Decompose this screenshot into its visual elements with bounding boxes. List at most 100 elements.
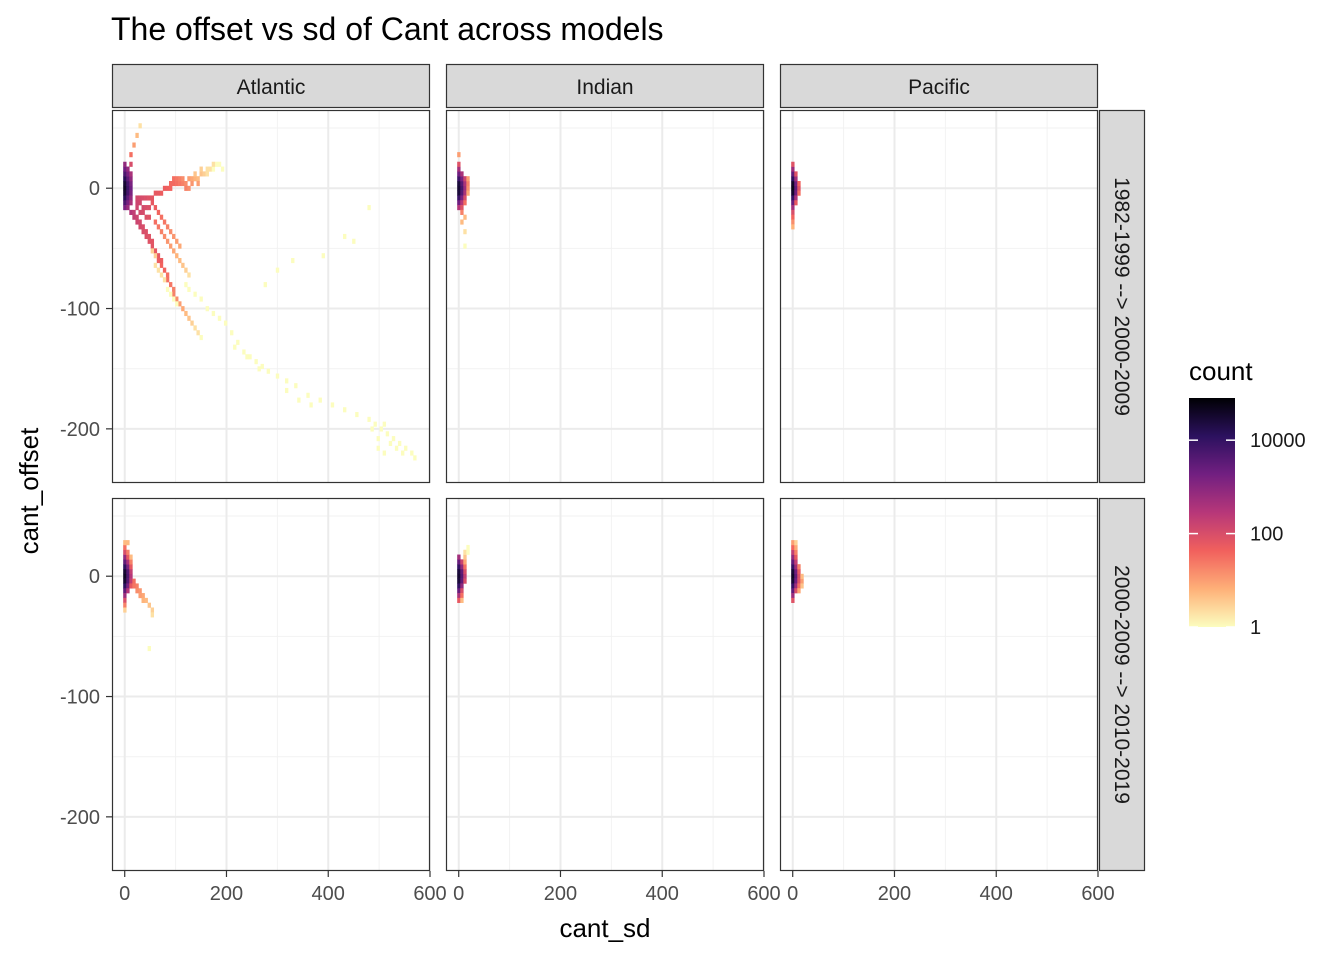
heatmap-cell [168,229,173,235]
heatmap-cell [457,180,461,187]
heatmap-cell [794,564,798,570]
strip-background [1098,497,1146,872]
heatmap-cell [156,190,161,196]
x-tick-label: 600 [1081,883,1114,905]
strip-label: Indian [576,76,633,99]
strip-background [779,63,1099,109]
heatmap-cell [123,564,127,570]
heatmap-cell [791,176,795,182]
heatmap-cell [162,185,167,191]
heatmap-cell [460,597,464,603]
heatmap-cell [138,219,142,225]
heatmap-cell [162,219,167,225]
heatmap-cell [367,205,371,211]
heatmap-cell [129,180,133,187]
heatmap-cell [141,209,145,215]
heatmap-cell [248,354,252,360]
legend-tick-label: 10000 [1250,430,1306,452]
heatmap-cell [457,554,461,560]
heatmap-cell [193,325,197,331]
panel-border [111,497,431,872]
x-tick-label: 200 [544,883,577,905]
heatmap-cell [126,564,130,570]
heatmap-cell [153,219,158,225]
heatmap-cell [150,248,155,254]
heatmap-cell [382,450,387,456]
heatmap-cell [460,171,464,177]
heatmap-cell [404,445,408,451]
heatmap-cell [123,166,127,172]
heatmap-cell [208,166,213,172]
heatmap-cell [168,282,173,288]
heatmap-cell [797,568,801,575]
heatmap-cell [156,253,161,259]
heatmap-cells [123,540,155,652]
heatmap-cell [168,243,173,249]
heatmap-cell [457,564,461,570]
heatmap-cell [794,583,798,589]
heatmap-cell [135,195,139,201]
heatmap-cell [463,573,467,579]
heatmap-cell [165,224,170,230]
strip-background [445,63,765,109]
strip-label: 1982-1999 --> 2000-2009 [1110,177,1133,416]
heatmap-cell [150,238,155,244]
panel-background [446,498,764,871]
heatmap-cell [123,549,127,555]
heatmap-cell [797,588,801,594]
heatmap-cell [413,455,417,461]
panel-background [112,110,430,483]
strip-indian: Indian [445,63,765,109]
heatmap-cell [220,166,225,172]
heatmap-cell [126,176,130,182]
heatmap-cell [457,166,461,172]
heatmap-cell [175,301,179,307]
heatmap-cell [172,291,176,297]
heatmap-cell [460,176,464,182]
heatmap-cell [794,171,798,177]
heatmap-cell [794,180,798,187]
heatmap-cell [309,402,313,408]
heatmap-cell [144,205,148,211]
heatmap-cell [187,176,191,182]
heatmap-cell [794,200,798,206]
heatmap-cell [141,229,145,235]
heatmap-cell [156,224,161,230]
panel-border [445,109,765,484]
heatmap-cell [123,205,127,211]
panel-background [780,110,1098,483]
heatmap-cell [126,200,130,206]
heatmap-cell [370,426,374,432]
heatmap-cell [190,320,194,326]
heatmap-cell [181,180,185,187]
facet-strips: Atlantic Indian Pacific 1982-1999 --> 2000-… [111,63,1146,872]
heatmap-cell [147,233,151,240]
heatmap-cell [463,564,467,570]
heatmap-cell [202,171,206,177]
heatmap-cell [460,568,464,575]
heatmap-cell [184,282,188,288]
heatmap-cell [123,544,127,551]
heatmap-cell [791,190,795,196]
heatmap-cell [211,161,216,167]
heatmap-cell [394,445,399,451]
heatmap-cell [791,583,795,589]
heatmap-cell [294,383,298,389]
heatmap-cell [463,190,467,196]
heatmap-cell [460,190,464,196]
x-axis-indian: 0 200 400 600 [453,871,781,905]
heatmap-cell [321,253,325,259]
heatmap-cell [123,540,127,546]
heatmap-cell [457,185,461,191]
heatmap-cell [797,564,801,570]
heatmap-cell [794,195,798,201]
heatmap-cell [129,200,133,206]
heatmap-cell [162,267,167,273]
heatmap-cell [791,554,795,560]
heatmap-cell [181,306,185,312]
heatmap-cell [187,315,191,321]
panel-pacific-row-2 [779,497,1099,872]
heatmap-cell [190,176,194,182]
panel-atlantic-row-1 [111,109,431,484]
heatmap-cell [199,296,203,302]
